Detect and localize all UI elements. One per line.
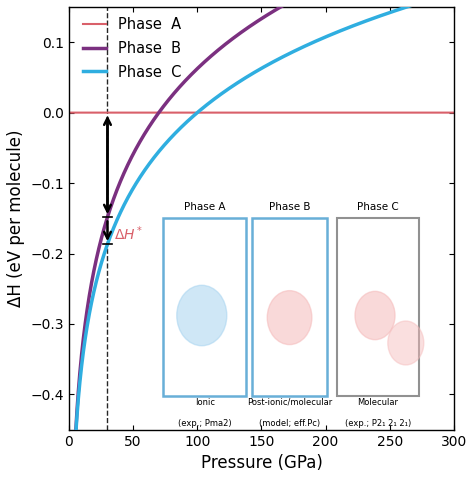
Phase  C <box>387 10 393 15</box>
Legend: Phase  A, Phase  B, Phase  C: Phase A, Phase B, Phase C <box>77 11 187 85</box>
Phase  B <box>233 34 239 39</box>
Text: (model; eff.Pc): (model; eff.Pc) <box>259 419 320 428</box>
Phase  B <box>156 110 162 116</box>
Phase  A <box>244 110 249 115</box>
Text: Phase C: Phase C <box>357 202 399 212</box>
Text: Phase A: Phase A <box>184 202 226 212</box>
Phase  C <box>409 2 414 8</box>
Text: Molecular: Molecular <box>357 398 399 407</box>
Phase  C <box>228 84 234 90</box>
Ellipse shape <box>355 291 395 340</box>
Phase  A <box>451 110 457 115</box>
Phase  A <box>87 110 93 115</box>
Text: Ionic: Ionic <box>195 398 215 407</box>
Phase  A <box>440 110 446 115</box>
Text: (exp.; Pma2): (exp.; Pma2) <box>178 419 231 428</box>
Phase  C <box>163 140 169 146</box>
Phase  A <box>254 110 260 115</box>
Line: Phase  B: Phase B <box>76 0 293 433</box>
Phase  C <box>418 0 423 5</box>
Text: Post-ionic/molecular: Post-ionic/molecular <box>247 398 332 407</box>
Phase  C <box>426 0 432 3</box>
Bar <box>164 218 246 396</box>
Bar <box>337 218 419 396</box>
Phase  C <box>332 30 338 36</box>
Y-axis label: ΔH (eV per molecule): ΔH (eV per molecule) <box>7 129 25 307</box>
X-axis label: Pressure (GPa): Pressure (GPa) <box>201 454 322 472</box>
Phase  C <box>73 433 79 439</box>
Bar <box>252 218 327 396</box>
Phase  B <box>73 431 79 436</box>
Phase  A <box>440 110 446 115</box>
Phase  A <box>67 110 73 115</box>
Phase  B <box>179 81 184 87</box>
Line: Phase  C: Phase C <box>76 0 429 436</box>
Text: $\Delta H^*$: $\Delta H^*$ <box>114 225 143 243</box>
Ellipse shape <box>388 321 424 365</box>
Phase  B <box>258 16 264 22</box>
Text: Phase B: Phase B <box>269 202 310 212</box>
Ellipse shape <box>267 291 312 344</box>
Phase  B <box>134 144 140 150</box>
Text: (exp.; P2₁ 2₁ 2₁): (exp.; P2₁ 2₁ 2₁) <box>345 419 411 428</box>
Phase  B <box>290 0 296 3</box>
Ellipse shape <box>177 285 227 346</box>
Phase  A <box>370 110 375 115</box>
Phase  B <box>251 21 256 27</box>
